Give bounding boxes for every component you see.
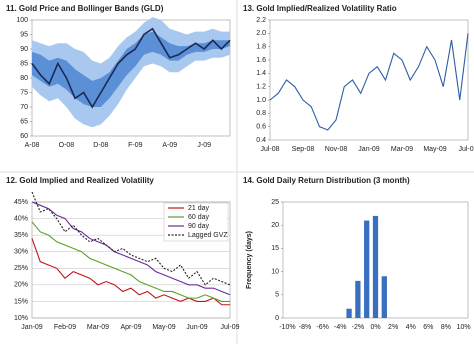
x-tick-label: 8% [441, 324, 451, 331]
bar [381, 276, 387, 318]
chart-title: 11. Gold Price and Bollinger Bands (GLD) [6, 4, 164, 13]
x-tick-label: 2% [388, 324, 398, 331]
x-tick-label: Jul-09 [458, 146, 474, 153]
bar [364, 220, 370, 318]
band-area [32, 31, 230, 108]
x-tick-label: Feb-09 [54, 324, 76, 331]
x-tick-label: Jul-08 [260, 146, 279, 153]
y-tick-label: 0.6 [256, 124, 266, 131]
y-tick-label: 35% [14, 232, 28, 239]
legend-label: 90 day [188, 223, 210, 230]
series-line [31, 27, 231, 109]
y-tick-label: 45% [14, 199, 28, 206]
x-tick-label: O-08 [59, 142, 75, 149]
x-tick-label: 6% [423, 324, 433, 331]
bar [372, 215, 379, 318]
y-tick-label: 85 [20, 60, 28, 67]
x-tick-label: A-09 [162, 142, 177, 149]
series-line [31, 238, 230, 306]
chart-title: 14. Gold Daily Return Distribution (3 mo… [243, 176, 410, 185]
y-tick-label: 0.8 [256, 110, 266, 117]
y-tick-label: 0 [275, 315, 279, 322]
y-tick-label: 1.6 [256, 57, 266, 64]
plot-frame [269, 19, 469, 141]
legend-label: 60 day [188, 214, 210, 221]
x-tick-label: 4% [406, 324, 416, 331]
y-axis-label: Frequency (days) [246, 231, 253, 289]
y-tick-label: 15% [14, 298, 28, 305]
y-tick-label: 100 [16, 17, 28, 24]
x-tick-label: -2% [352, 324, 364, 331]
bar [355, 280, 361, 318]
x-tick-label: Sep-08 [292, 146, 315, 153]
x-tick-label: F-09 [128, 142, 143, 149]
y-tick-label: 30% [14, 249, 28, 256]
x-tick-label: -4% [334, 324, 346, 331]
series-line [31, 201, 231, 296]
y-tick-label: 95 [20, 31, 28, 38]
series-line [31, 221, 230, 302]
y-tick-label: 10 [271, 268, 279, 275]
chart-title: 13. Gold Implied/Realized Volatility Rat… [243, 4, 397, 13]
y-tick-label: 60 [20, 133, 28, 140]
x-tick-label: D-08 [93, 142, 108, 149]
x-tick-label: 0% [370, 324, 380, 331]
y-tick-label: 90 [20, 46, 28, 53]
y-tick-label: 20% [14, 282, 28, 289]
x-tick-label: May-09 [152, 324, 175, 331]
x-tick-label: May-09 [423, 146, 446, 153]
x-tick-label: Jan-09 [358, 146, 380, 153]
x-tick-label: Mar-09 [391, 146, 413, 153]
legend-box [163, 202, 229, 242]
y-tick-label: 2.0 [256, 30, 266, 37]
x-tick-label: Nov-08 [325, 146, 348, 153]
y-tick-label: 1.0 [256, 97, 266, 104]
y-tick-label: 0.4 [256, 137, 266, 144]
y-tick-label: 15 [271, 245, 279, 252]
legend-label: 21 day [188, 205, 210, 212]
y-tick-label: 25% [14, 265, 28, 272]
x-tick-label: Jun-09 [186, 324, 208, 331]
x-tick-label: A-08 [25, 142, 40, 149]
x-tick-label: -6% [316, 324, 328, 331]
y-tick-label: 1.2 [256, 84, 266, 91]
y-tick-label: 75 [20, 89, 28, 96]
y-tick-label: 20 [271, 222, 279, 229]
x-tick-label: Jan-09 [21, 324, 43, 331]
legend-label: Lagged GVZ [188, 232, 228, 239]
x-tick-label: -10% [279, 324, 295, 331]
x-tick-label: -8% [299, 324, 311, 331]
y-tick-label: 1.8 [256, 44, 266, 51]
series-line [269, 33, 469, 131]
y-tick-label: 10% [14, 315, 28, 322]
y-tick-label: 80 [20, 75, 28, 82]
x-tick-label: Jul-09 [220, 324, 239, 331]
x-tick-label: Mar-09 [87, 324, 109, 331]
x-tick-label: J-09 [197, 142, 211, 149]
y-tick-label: 40% [14, 215, 28, 222]
plot-frame [31, 201, 231, 319]
x-tick-label: 10% [457, 324, 471, 331]
y-tick-label: 65 [20, 118, 28, 125]
y-tick-label: 2.2 [256, 17, 266, 24]
chart-title: 12. Gold Implied and Realized Volatility [6, 176, 154, 185]
y-tick-label: 1.4 [256, 70, 266, 77]
y-tick-label: 25 [271, 199, 279, 206]
series-line [31, 191, 231, 286]
bar [346, 308, 352, 318]
x-tick-label: Apr-09 [120, 324, 141, 331]
y-tick-label: 5 [275, 292, 279, 299]
y-tick-label: 70 [20, 104, 28, 111]
